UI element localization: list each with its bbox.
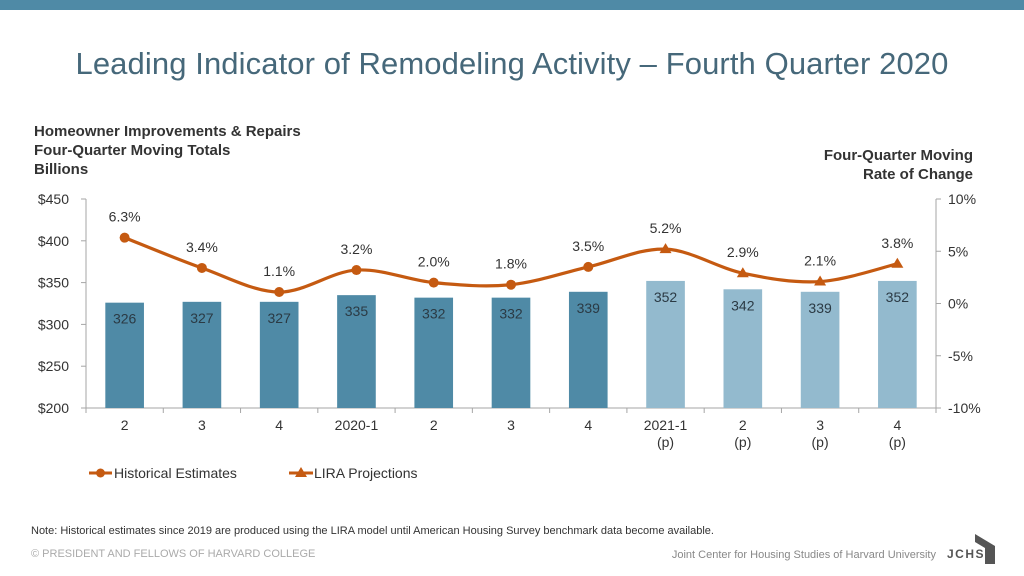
projection-marker (814, 275, 827, 286)
historical-marker (583, 261, 594, 272)
bar-value-label: 352 (654, 289, 678, 305)
historical-marker (274, 287, 285, 298)
left-axis-tick-label: $200 (38, 400, 69, 416)
bar (491, 297, 531, 408)
organization-name: Joint Center for Housing Studies of Harv… (671, 549, 936, 561)
right-axis-tick-label: -10% (948, 400, 981, 416)
left-axis-title: Homeowner Improvements & Repairs Four-Qu… (34, 122, 301, 179)
x-axis-tick-label: 3 (198, 417, 206, 433)
rate-data-label: 3.4% (186, 239, 218, 255)
x-axis-tick-label: 2 (739, 417, 747, 433)
x-axis-tick-label: (p) (734, 434, 751, 450)
bar-value-label: 327 (268, 310, 292, 326)
left-axis-tick-label: $350 (38, 275, 69, 291)
historical-marker (428, 277, 439, 288)
left-axis-tick-label: $300 (38, 316, 69, 332)
right-axis-title-line: Four-Quarter Moving (823, 147, 973, 164)
projection-marker (659, 243, 672, 254)
left-axis-tick-label: $250 (38, 358, 69, 374)
bar-value-label: 339 (808, 300, 832, 316)
x-axis-tick-label: 2 (121, 417, 129, 433)
legend-marker-triangle (295, 467, 307, 477)
legend-marker-circle (96, 468, 105, 478)
x-axis-tick-label: 3 (507, 417, 515, 433)
right-axis-tick-label: 5% (948, 243, 968, 259)
projection-marker (891, 257, 904, 268)
projection-marker (736, 267, 749, 278)
x-axis-tick-label: 4 (584, 417, 592, 433)
footnote: Note: Historical estimates since 2019 ar… (31, 525, 714, 537)
bar-value-label: 335 (345, 303, 369, 319)
left-axis-title-line: Homeowner Improvements & Repairs (34, 123, 301, 140)
legend-label-projections: LIRA Projections (314, 465, 418, 481)
bar (568, 291, 608, 408)
rate-data-label: 3.2% (340, 241, 372, 257)
bar-value-label: 342 (731, 297, 755, 313)
bar (646, 280, 685, 408)
rate-data-label: 2.9% (727, 244, 759, 260)
left-axis-tick-label: $450 (38, 191, 69, 207)
x-axis-tick-label: (p) (889, 434, 906, 450)
historical-marker (196, 262, 207, 273)
historical-marker (119, 232, 130, 243)
bar (182, 301, 222, 408)
left-axis-tick-label: $400 (38, 233, 69, 249)
bar (259, 301, 299, 408)
rate-data-label: 6.3% (109, 209, 141, 225)
left-axis-title-line: Billions (34, 161, 89, 178)
rate-data-label: 2.1% (804, 253, 836, 269)
right-axis-tick-label: -5% (948, 348, 973, 364)
bar (800, 291, 840, 408)
bar-value-label: 326 (113, 311, 137, 327)
bar (723, 289, 763, 408)
bar-value-label: 332 (422, 306, 446, 322)
rate-data-label: 5.2% (650, 220, 682, 236)
left-axis-title-line: Four-Quarter Moving Totals (34, 142, 231, 159)
historical-marker (506, 279, 516, 290)
bar-value-label: 332 (499, 306, 523, 322)
rate-data-label: 3.8% (881, 235, 913, 251)
legend-label-historical: Historical Estimates (114, 465, 237, 481)
rate-data-label: 3.5% (572, 238, 604, 254)
x-axis-tick-label: 4 (275, 417, 283, 433)
right-axis-tick-label: 10% (948, 191, 976, 207)
right-axis-title-line: Rate of Change (862, 166, 973, 183)
copyright-text: © PRESIDENT AND FELLOWS OF HARVARD COLLE… (31, 548, 316, 560)
historical-marker (351, 265, 362, 276)
rate-data-label: 1.1% (263, 263, 295, 279)
jchs-logo: JCHS (947, 532, 999, 564)
right-axis-tick-label: 0% (948, 296, 968, 312)
right-axis-title: Four-Quarter Moving Rate of Change (824, 146, 973, 184)
x-axis-tick-label: 2 (430, 417, 438, 433)
rate-data-label: 2.0% (418, 254, 450, 270)
logo-text: JCHS (947, 547, 986, 561)
bar (414, 297, 454, 408)
x-axis-tick-label: (p) (812, 434, 829, 450)
page-title: Leading Indicator of Remodeling Activity… (75, 46, 949, 81)
rate-data-label: 1.8% (495, 256, 527, 272)
bar (105, 302, 144, 408)
house-icon (975, 534, 995, 564)
bar (337, 295, 376, 408)
bar (878, 280, 917, 408)
x-axis-tick-label: 2020-1 (335, 417, 379, 433)
x-axis-tick-label: 3 (816, 417, 824, 433)
x-axis-tick-label: 2021-1 (644, 417, 688, 433)
x-axis-tick-label: (p) (657, 434, 674, 450)
bar-value-label: 352 (886, 289, 910, 305)
top-color-band (0, 0, 1024, 10)
x-axis-tick-label: 4 (893, 417, 901, 433)
bar-value-label: 327 (190, 310, 214, 326)
bar-value-label: 339 (577, 300, 601, 316)
